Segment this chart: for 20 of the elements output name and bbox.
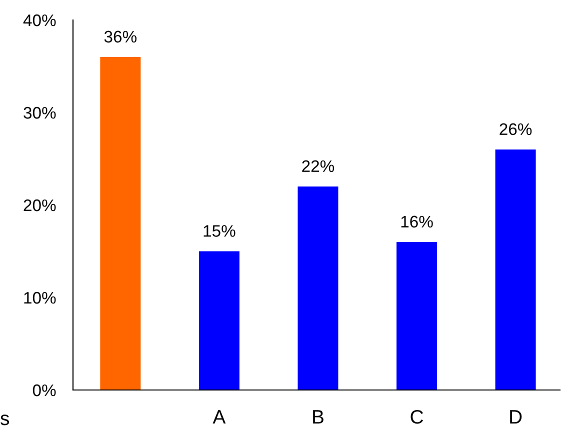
data-label: 26%: [500, 123, 532, 136]
bar: [100, 57, 141, 390]
y-tick-label: 10%: [24, 292, 56, 304]
x-tick-label: A: [212, 410, 226, 424]
text: s: [0, 414, 10, 426]
bar: [396, 242, 438, 390]
data-label: 36%: [104, 30, 136, 43]
y-tick-label: 0%: [32, 384, 56, 396]
data-label: 22%: [302, 160, 334, 172]
y-tick-label: 20%: [24, 199, 56, 212]
x-tick-label: B: [313, 410, 324, 424]
bar: [495, 150, 536, 390]
x-tick-label: C: [410, 410, 424, 424]
bar: [298, 186, 338, 390]
bar: [198, 251, 240, 390]
y-tick-label: 30%: [24, 106, 56, 119]
data-label: 16%: [401, 216, 433, 228]
data-label: 15%: [204, 225, 236, 237]
x-tick-label: D: [510, 410, 522, 424]
y-tick-label: 40%: [23, 14, 56, 26]
